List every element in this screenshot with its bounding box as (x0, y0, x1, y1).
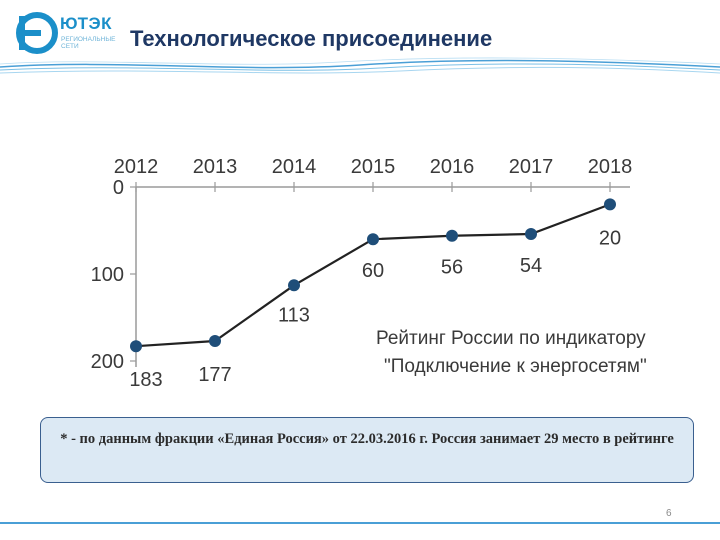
page-number: 6 (666, 508, 672, 519)
data-label: 56 (441, 257, 463, 279)
data-point (288, 279, 300, 292)
page-title: Технологическое присоединение (130, 26, 493, 51)
data-point (604, 198, 616, 211)
y-tick-label: 0 (113, 177, 124, 199)
data-label: 113 (278, 304, 310, 326)
chart-annotation-line-2: "Подключение к энергосетям" (384, 356, 647, 377)
logo-mark-icon (16, 12, 58, 54)
x-tick-label: 2017 (509, 156, 554, 178)
data-label: 20 (599, 227, 621, 249)
data-point (446, 229, 458, 242)
logo-brand-text: ЮТЭК (60, 14, 112, 33)
x-tick-label: 2012 (114, 156, 159, 178)
x-tick-label: 2014 (272, 156, 317, 178)
x-tick-label: 2013 (193, 156, 238, 178)
footnote-box: * - по данным фракции «Единая Россия» от… (40, 417, 694, 483)
data-label: 177 (198, 364, 231, 386)
data-point (209, 334, 221, 347)
x-tick-label: 2016 (430, 156, 475, 178)
y-tick-label: 100 (91, 264, 124, 286)
data-point (367, 233, 379, 246)
data-label: 60 (362, 260, 384, 282)
company-logo: ЮТЭК РЕГИОНАЛЬНЫЕ СЕТИ (16, 12, 116, 54)
logo-subtitle: РЕГИОНАЛЬНЫЕ СЕТИ (61, 36, 116, 50)
footnote-text: * - по данным фракции «Единая Россия» от… (60, 431, 674, 447)
header-wave-decoration (0, 57, 720, 74)
x-tick-label: 2015 (351, 156, 396, 178)
footer-divider (0, 522, 720, 524)
data-point (130, 340, 142, 353)
ranking-line-chart: 2012 2013 2014 2015 2016 2017 2018 0 100 200 183 1… (91, 156, 647, 391)
data-label: 54 (520, 255, 542, 277)
chart-annotation-line-1: Рейтинг России по индикатору (376, 328, 646, 349)
data-point (525, 227, 537, 240)
y-tick-label: 200 (91, 351, 124, 373)
slide-header: ЮТЭК РЕГИОНАЛЬНЫЕ СЕТИ Технологическое п… (0, 0, 720, 80)
x-tick-label: 2018 (588, 156, 633, 178)
data-label: 183 (129, 369, 162, 391)
